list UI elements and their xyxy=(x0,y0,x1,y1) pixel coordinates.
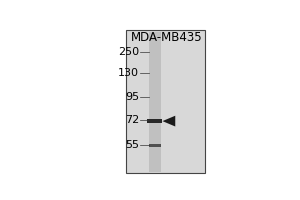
Bar xyxy=(148,32,161,172)
Text: 250: 250 xyxy=(118,47,139,57)
Text: 95: 95 xyxy=(125,92,139,102)
Text: MDA-MB435: MDA-MB435 xyxy=(130,31,202,44)
Bar xyxy=(148,144,161,147)
Bar xyxy=(126,30,205,173)
Polygon shape xyxy=(163,116,175,126)
Text: 130: 130 xyxy=(118,68,139,78)
Text: 55: 55 xyxy=(125,140,139,150)
Text: 72: 72 xyxy=(125,115,139,125)
Bar xyxy=(147,119,163,123)
